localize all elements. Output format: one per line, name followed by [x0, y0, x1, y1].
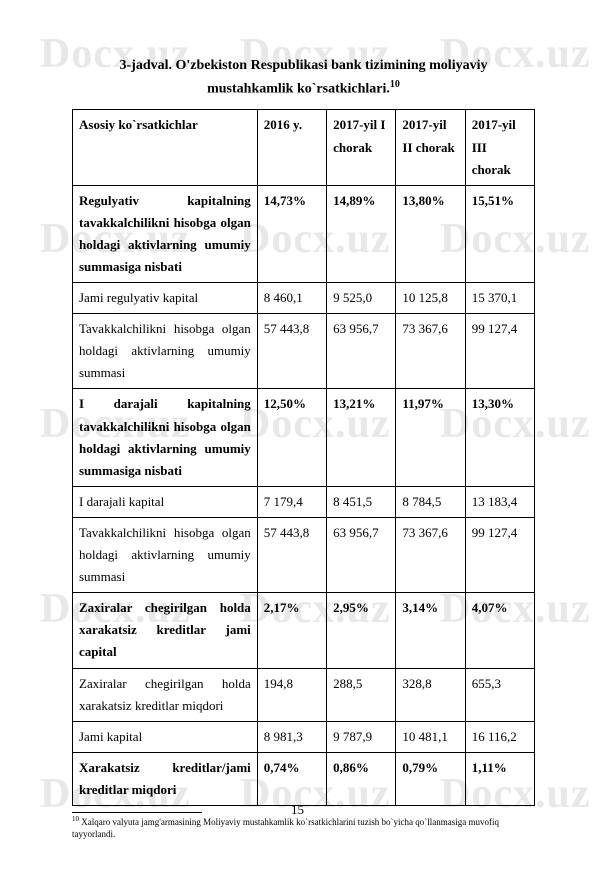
table-cell: 12,50%: [257, 389, 326, 486]
table-cell: 57 443,8: [257, 314, 326, 389]
table-cell: 8 460,1: [257, 283, 326, 314]
table-cell: 3,14%: [396, 593, 465, 668]
table-row: Jami kapital8 981,39 787,910 481,116 116…: [73, 721, 535, 752]
table-cell: I darajali kapital: [73, 486, 258, 517]
table-cell: Jami kapital: [73, 721, 258, 752]
table-cell: 13 183,4: [465, 486, 534, 517]
table-row: I darajali kapitalning tavakkalchilikni …: [73, 389, 535, 486]
table-cell: 7 179,4: [257, 486, 326, 517]
table-cell: 13,30%: [465, 389, 534, 486]
table-row: Xarakatsiz kreditlar/jami kreditlar miqd…: [73, 752, 535, 805]
table-cell: 10 481,1: [396, 721, 465, 752]
table-row: Regulyativ kapitalning tavakkalchilikni …: [73, 185, 535, 282]
footnote: 10 Xalqaro valyuta jamg'armasining Moliy…: [72, 815, 535, 840]
table-cell: 0,79%: [396, 752, 465, 805]
table-row: Zaxiralar chegirilgan holda xarakatsiz k…: [73, 593, 535, 668]
table-cell: 2,17%: [257, 593, 326, 668]
table-cell: Zaxiralar chegirilgan holda xarakatsiz k…: [73, 668, 258, 721]
table-cell: 4,07%: [465, 593, 534, 668]
table-row: Tavakkalchilikni hisobga olgan holdagi a…: [73, 517, 535, 592]
table-cell: 328,8: [396, 668, 465, 721]
table-cell: 0,74%: [257, 752, 326, 805]
table-cell: 73 367,6: [396, 517, 465, 592]
table-cell: 15,51%: [465, 185, 534, 282]
footnote-text: Xalqaro valyuta jamg'armasining Moliyavi…: [72, 817, 499, 839]
table-header: 2017-yil I chorak: [327, 110, 396, 185]
table-header: 2017-yil II chorak: [396, 110, 465, 185]
table-header: Asosiy ko`rsatkichlar: [73, 110, 258, 185]
table-cell: 63 956,7: [327, 517, 396, 592]
table-cell: Jami regulyativ kapital: [73, 283, 258, 314]
table-cell: 655,3: [465, 668, 534, 721]
table-cell: I darajali kapitalning tavakkalchilikni …: [73, 389, 258, 486]
indicators-table: Asosiy ko`rsatkichlar 2016 y. 2017-yil I…: [72, 109, 535, 806]
table-header: 2016 y.: [257, 110, 326, 185]
table-cell: 13,21%: [327, 389, 396, 486]
table-cell: Tavakkalchilikni hisobga olgan holdagi a…: [73, 517, 258, 592]
title-line-2: mustahkamlik ko`rsatkichlari.: [207, 82, 390, 97]
table-row: I darajali kapital7 179,48 451,58 784,51…: [73, 486, 535, 517]
title-footnote-ref: 10: [390, 79, 400, 90]
table-cell: Zaxiralar chegirilgan holda xarakatsiz k…: [73, 593, 258, 668]
table-cell: 99 127,4: [465, 517, 534, 592]
table-cell: 8 784,5: [396, 486, 465, 517]
table-cell: Regulyativ kapitalning tavakkalchilikni …: [73, 185, 258, 282]
table-cell: Xarakatsiz kreditlar/jami kreditlar miqd…: [73, 752, 258, 805]
title-line-1: 3-jadval. O'zbekiston Respublikasi bank …: [120, 58, 488, 73]
table-cell: 9 787,9: [327, 721, 396, 752]
table-cell: Tavakkalchilikni hisobga olgan holdagi a…: [73, 314, 258, 389]
document-title: 3-jadval. O'zbekiston Respublikasi bank …: [72, 55, 535, 101]
table-cell: 73 367,6: [396, 314, 465, 389]
table-cell: 14,89%: [327, 185, 396, 282]
table-cell: 11,97%: [396, 389, 465, 486]
table-cell: 1,11%: [465, 752, 534, 805]
table-row: Jami regulyativ kapital8 460,19 525,010 …: [73, 283, 535, 314]
table-cell: 194,8: [257, 668, 326, 721]
table-cell: 8 451,5: [327, 486, 396, 517]
table-cell: 57 443,8: [257, 517, 326, 592]
table-cell: 14,73%: [257, 185, 326, 282]
table-header: 2017-yil III chorak: [465, 110, 534, 185]
table-cell: 288,5: [327, 668, 396, 721]
page-number: 15: [0, 802, 595, 818]
table-row: Tavakkalchilikni hisobga olgan holdagi a…: [73, 314, 535, 389]
table-cell: 63 956,7: [327, 314, 396, 389]
table-cell: 0,86%: [327, 752, 396, 805]
table-cell: 2,95%: [327, 593, 396, 668]
table-cell: 13,80%: [396, 185, 465, 282]
table-header-row: Asosiy ko`rsatkichlar 2016 y. 2017-yil I…: [73, 110, 535, 185]
table-cell: 10 125,8: [396, 283, 465, 314]
page-content: 3-jadval. O'zbekiston Respublikasi bank …: [0, 0, 595, 870]
table-cell: 9 525,0: [327, 283, 396, 314]
table-cell: 8 981,3: [257, 721, 326, 752]
table-cell: 16 116,2: [465, 721, 534, 752]
table-body: Regulyativ kapitalning tavakkalchilikni …: [73, 185, 535, 805]
table-cell: 15 370,1: [465, 283, 534, 314]
table-cell: 99 127,4: [465, 314, 534, 389]
table-row: Zaxiralar chegirilgan holda xarakatsiz k…: [73, 668, 535, 721]
